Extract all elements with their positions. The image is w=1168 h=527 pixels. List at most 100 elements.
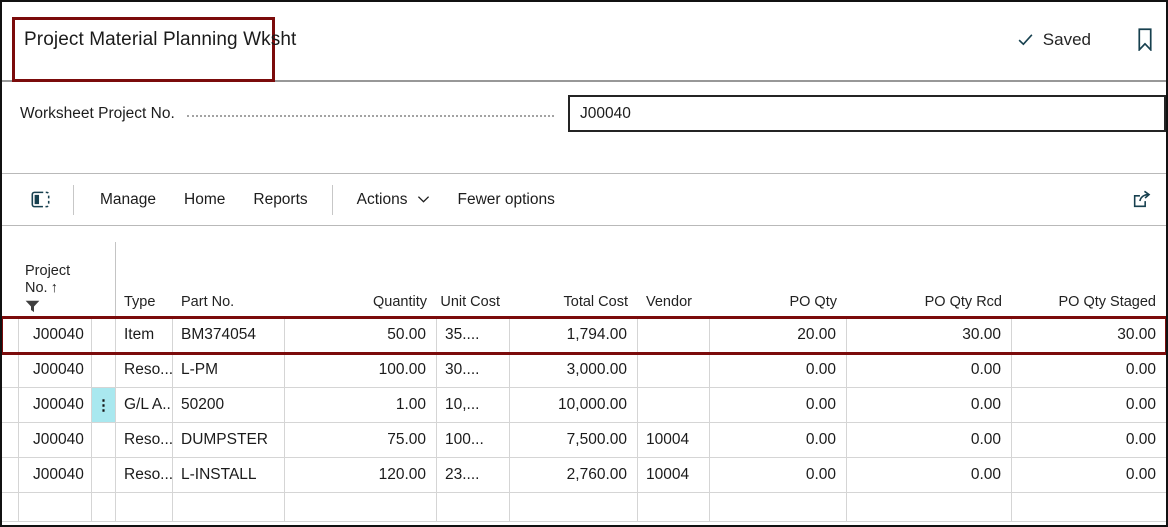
chevron-down-icon	[417, 195, 430, 204]
cell-po-qty-staged[interactable]: 30.00	[1012, 318, 1166, 352]
column-header-part-no[interactable]: Part No.	[173, 242, 285, 318]
check-icon	[1017, 31, 1034, 48]
cell-row-menu[interactable]	[92, 318, 116, 352]
cell-part-no[interactable]: L-INSTALL	[173, 458, 285, 492]
table-header-row: Project No.↑ Type Part No. Quantity Unit…	[2, 242, 1166, 318]
toolbar-item-reports[interactable]: Reports	[239, 191, 321, 209]
column-header-project-no[interactable]: Project No.↑	[18, 242, 92, 318]
cell-vendor[interactable]: 10004	[638, 423, 710, 457]
cell-quantity[interactable]: 120.00	[285, 458, 437, 492]
cell-unit-cost[interactable]: 100...	[437, 423, 510, 457]
cell-unit-cost[interactable]: 30....	[437, 353, 510, 387]
cell-part-no[interactable]: BM374054	[173, 318, 285, 352]
cell-vendor[interactable]: 10004	[638, 458, 710, 492]
cell-po-qty[interactable]: 0.00	[710, 458, 847, 492]
cell-row-menu[interactable]	[92, 458, 116, 492]
sort-ascending-icon: ↑	[51, 280, 58, 296]
column-header-total-cost[interactable]: Total Cost	[510, 242, 638, 318]
column-header-po-qty-rcd[interactable]: PO Qty Rcd	[847, 242, 1012, 318]
cell-po-qty-staged[interactable]: 0.00	[1012, 458, 1166, 492]
cell-part-no[interactable]	[173, 493, 285, 521]
cell-quantity[interactable]: 100.00	[285, 353, 437, 387]
filter-funnel-icon[interactable]	[25, 300, 40, 313]
cell-vendor[interactable]	[638, 493, 710, 521]
column-header-vendor[interactable]: Vendor	[638, 242, 710, 318]
cell-total-cost[interactable]: 10,000.00	[510, 388, 638, 422]
table-row-empty	[2, 493, 1166, 522]
column-header-type[interactable]: Type	[116, 242, 173, 318]
cell-row-menu[interactable]	[92, 493, 116, 521]
cell-part-no[interactable]: 50200	[173, 388, 285, 422]
cell-vendor[interactable]	[638, 318, 710, 352]
page-title-annotation-box: Project Material Planning Wksht	[12, 17, 275, 82]
cell-total-cost[interactable]: 3,000.00	[510, 353, 638, 387]
column-header-po-qty[interactable]: PO Qty	[710, 242, 847, 318]
cell-vendor[interactable]	[638, 353, 710, 387]
toolbar-separator	[73, 185, 74, 215]
cell-total-cost[interactable]: 1,794.00	[510, 318, 638, 352]
cell-quantity[interactable]: 50.00	[285, 318, 437, 352]
cell-quantity[interactable]: 1.00	[285, 388, 437, 422]
cell-part-no[interactable]: DUMPSTER	[173, 423, 285, 457]
cell-total-cost[interactable]: 7,500.00	[510, 423, 638, 457]
cell-unit-cost[interactable]: 35....	[437, 318, 510, 352]
column-header-quantity[interactable]: Quantity	[285, 242, 437, 318]
cell-po-qty[interactable]: 20.00	[710, 318, 847, 352]
dotted-leader	[187, 115, 554, 117]
cell-po-qty-rcd[interactable]: 0.00	[847, 458, 1012, 492]
cell-unit-cost[interactable]: 23....	[437, 458, 510, 492]
cell-project-no[interactable]: J00040	[18, 318, 92, 352]
cell-po-qty-rcd[interactable]: 0.00	[847, 353, 1012, 387]
cell-project-no[interactable]: J00040	[18, 353, 92, 387]
app-window: Project Material Planning Wksht Saved Wo…	[0, 0, 1168, 527]
toolbar-item-home[interactable]: Home	[170, 191, 239, 209]
toggle-pane-icon[interactable]	[30, 189, 51, 210]
cell-project-no[interactable]: J00040	[18, 458, 92, 492]
cell-project-no[interactable]	[18, 493, 92, 521]
row-context-menu-button[interactable]: ⋮	[92, 388, 116, 422]
cell-po-qty[interactable]: 0.00	[710, 353, 847, 387]
worksheet-project-field-row: Worksheet Project No.	[2, 82, 1166, 145]
cell-total-cost[interactable]	[510, 493, 638, 521]
cell-unit-cost[interactable]	[437, 493, 510, 521]
cell-vendor[interactable]	[638, 388, 710, 422]
cell-type[interactable]: Reso...	[116, 353, 173, 387]
cell-po-qty-staged[interactable]: 0.00	[1012, 423, 1166, 457]
cell-unit-cost[interactable]: 10,...	[437, 388, 510, 422]
cell-po-qty-rcd[interactable]: 0.00	[847, 423, 1012, 457]
page-header: Project Material Planning Wksht Saved	[2, 2, 1166, 82]
cell-project-no[interactable]: J00040	[18, 388, 92, 422]
cell-quantity[interactable]: 75.00	[285, 423, 437, 457]
cell-row-menu[interactable]	[92, 423, 116, 457]
cell-row-menu[interactable]	[92, 353, 116, 387]
cell-po-qty-rcd[interactable]	[847, 493, 1012, 521]
cell-po-qty[interactable]: 0.00	[710, 388, 847, 422]
cell-po-qty[interactable]: 0.00	[710, 423, 847, 457]
toolbar-item-actions[interactable]: Actions	[343, 191, 444, 209]
cell-type[interactable]: Item	[116, 318, 173, 352]
toolbar-item-fewer-options[interactable]: Fewer options	[444, 191, 569, 209]
cell-po-qty-staged[interactable]	[1012, 493, 1166, 521]
column-header-po-qty-staged[interactable]: PO Qty Staged	[1012, 242, 1166, 318]
cell-type[interactable]	[116, 493, 173, 521]
worksheet-project-input[interactable]	[568, 95, 1166, 132]
cell-po-qty-staged[interactable]: 0.00	[1012, 388, 1166, 422]
cell-po-qty-rcd[interactable]: 30.00	[847, 318, 1012, 352]
cell-po-qty[interactable]	[710, 493, 847, 521]
share-icon[interactable]	[1131, 189, 1152, 210]
cell-total-cost[interactable]: 2,760.00	[510, 458, 638, 492]
cell-type[interactable]: Reso...	[116, 423, 173, 457]
cell-po-qty-rcd[interactable]: 0.00	[847, 388, 1012, 422]
cell-type[interactable]: G/L A...	[116, 388, 173, 422]
toolbar-separator	[332, 185, 333, 215]
cell-type[interactable]: Reso...	[116, 458, 173, 492]
action-toolbar: Manage Home Reports Actions Fewer option…	[2, 173, 1166, 226]
cell-po-qty-staged[interactable]: 0.00	[1012, 353, 1166, 387]
cell-quantity[interactable]	[285, 493, 437, 521]
toolbar-item-manage[interactable]: Manage	[86, 191, 170, 209]
cell-part-no[interactable]: L-PM	[173, 353, 285, 387]
column-header-unit-cost[interactable]: Unit Cost	[437, 242, 510, 318]
bookmark-icon[interactable]	[1137, 28, 1153, 51]
table-row: J00040 ⋮ G/L A... 50200 1.00 10,... 10,0…	[2, 388, 1166, 423]
cell-project-no[interactable]: J00040	[18, 423, 92, 457]
